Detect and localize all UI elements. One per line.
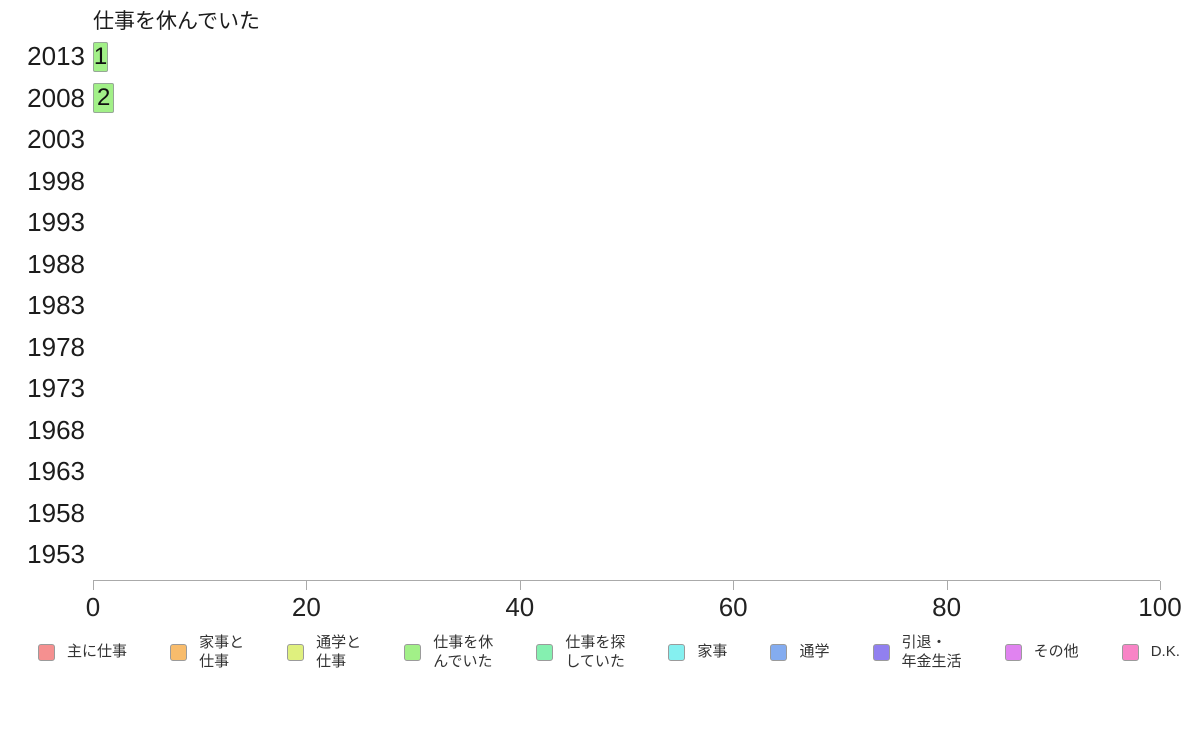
x-tick-label: 20	[291, 592, 321, 622]
legend-swatch	[1004, 643, 1022, 661]
bar[interactable]: 2	[93, 83, 115, 114]
x-tick	[306, 581, 308, 590]
legend-label: 仕事を休 んでいた	[433, 633, 494, 671]
y-tick-label: 1973	[27, 373, 85, 404]
chart-row: 1963	[0, 451, 1160, 493]
chart-row: 2003	[0, 119, 1160, 161]
y-tick-label: 1998	[27, 165, 85, 196]
y-tick-label: 1978	[27, 331, 85, 362]
legend-item[interactable]: 主に仕事	[38, 642, 127, 662]
legend-item[interactable]: 通学と 仕事	[287, 633, 361, 672]
x-axis: 0 20 40 60 80 100	[86, 580, 1182, 622]
y-tick-label: 2008	[27, 82, 85, 113]
chart-title: 仕事を休んでいた	[93, 10, 260, 33]
legend-swatch	[287, 643, 305, 661]
chart-row: 1973	[0, 368, 1160, 410]
x-tick-label: 80	[932, 592, 962, 622]
legend-item[interactable]: 家事と 仕事	[170, 633, 244, 672]
bar[interactable]: 1	[93, 41, 108, 72]
legend-label: 通学と 仕事	[316, 633, 362, 671]
chart-rows: 2013 1 2008 2 2003 1998 1993 1988 1983 1978 1973 19…	[0, 36, 1160, 576]
x-tick-label: 0	[85, 592, 101, 622]
chart-row: 1978	[0, 327, 1160, 369]
legend-item[interactable]: その他	[1004, 642, 1079, 662]
legend-item[interactable]: 仕事を休 んでいた	[404, 633, 493, 672]
x-tick	[93, 581, 94, 590]
legend-swatch	[1121, 643, 1139, 661]
legend-item[interactable]: 通学	[770, 642, 829, 662]
bar-area: 1	[85, 41, 1160, 72]
x-tick-label: 40	[505, 592, 535, 622]
chart-row: 1993	[0, 202, 1160, 244]
chart-row: 1958	[0, 493, 1160, 535]
legend-swatch	[668, 643, 686, 661]
y-tick-label: 1993	[27, 207, 85, 238]
legend-swatch	[770, 643, 788, 661]
legend-item[interactable]: 家事	[668, 642, 727, 662]
legend: 主に仕事 家事と 仕事 通学と 仕事 仕事を休 んでいた 仕事を探 していた 家事 通学 引退…	[38, 627, 1180, 677]
chart-row: 1998	[0, 161, 1160, 203]
legend-swatch	[170, 643, 188, 661]
legend-swatch	[38, 643, 55, 661]
legend-item[interactable]: 仕事を探 していた	[536, 633, 625, 672]
y-tick-label: 1958	[27, 497, 85, 528]
legend-swatch	[536, 643, 554, 661]
x-tick	[733, 581, 735, 590]
y-tick-label: 2003	[27, 124, 85, 155]
legend-label: 家事と 仕事	[199, 633, 245, 671]
y-tick-label: 1968	[27, 414, 85, 445]
chart-row: 1953	[0, 534, 1160, 576]
chart-row: 2008 2	[0, 78, 1160, 120]
x-tick	[1160, 581, 1161, 590]
legend-label: 主に仕事	[67, 643, 128, 661]
chart-row: 2013 1	[0, 36, 1160, 78]
legend-label: 仕事を探 していた	[565, 633, 626, 671]
legend-item[interactable]: D.K.	[1121, 642, 1180, 662]
chart-row: 1968	[0, 410, 1160, 452]
y-tick-label: 1953	[27, 539, 85, 570]
legend-swatch	[872, 643, 890, 661]
x-tick	[946, 581, 948, 590]
x-tick-label: 60	[718, 592, 748, 622]
legend-label: 家事	[697, 643, 728, 661]
x-tick	[519, 581, 521, 590]
chart-row: 1983	[0, 285, 1160, 327]
y-tick-label: 2013	[27, 41, 85, 72]
legend-item[interactable]: 引退・ 年金生活	[872, 633, 962, 672]
legend-label: その他	[1033, 643, 1079, 661]
legend-swatch	[404, 643, 422, 661]
legend-label: D.K.	[1150, 643, 1180, 661]
y-tick-label: 1983	[27, 290, 85, 321]
legend-label: 通学	[799, 643, 830, 661]
legend-label: 引退・ 年金生活	[901, 633, 962, 671]
chart-row: 1988	[0, 244, 1160, 286]
bar-area: 2	[85, 83, 1160, 114]
y-tick-label: 1963	[27, 456, 85, 487]
x-tick-label: 100	[1138, 592, 1182, 622]
y-tick-label: 1988	[27, 248, 85, 279]
